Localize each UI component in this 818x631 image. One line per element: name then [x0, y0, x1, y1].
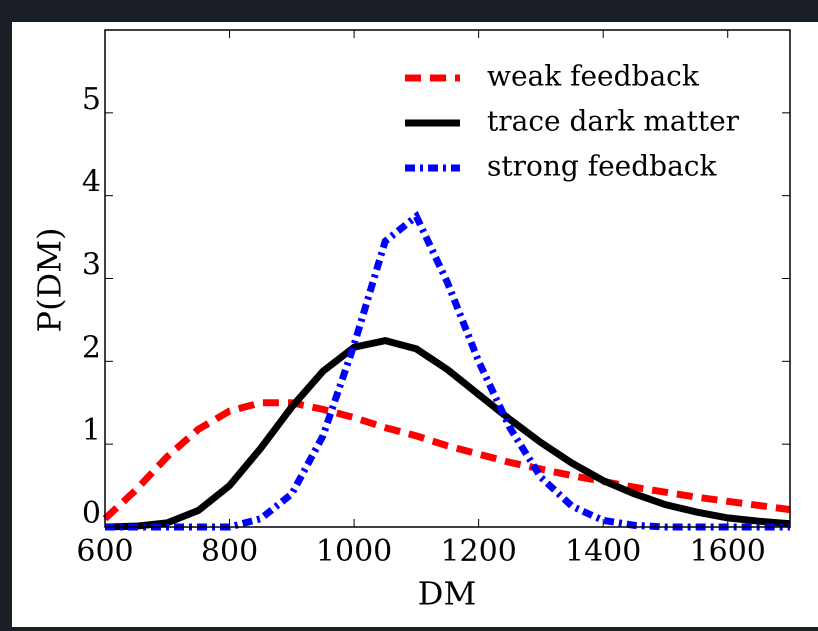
x-tick-label: 600: [76, 534, 133, 569]
data-line: [104, 337, 791, 531]
x-axis-label: DM: [418, 575, 476, 613]
x-tick-label: 800: [201, 534, 258, 569]
y-tick-label: 5: [82, 82, 101, 117]
plot-frame: [104, 29, 791, 528]
x-tick-label: 1200: [440, 534, 516, 569]
data-line: [102, 399, 791, 522]
y-tick-label: 1: [82, 413, 101, 448]
y-tick-label: 0: [82, 496, 101, 531]
y-tick-label: 4: [82, 165, 101, 200]
x-tick-label: 1000: [316, 534, 392, 569]
y-tick-label: 2: [82, 330, 101, 365]
legend-label: strong feedback: [487, 150, 717, 183]
legend-label: weak feedback: [487, 60, 700, 93]
y-tick-label: 3: [82, 248, 101, 283]
legend-label: trace dark matter: [487, 105, 740, 138]
x-tick-label: 1600: [690, 534, 766, 569]
x-tick-label: 1400: [565, 534, 641, 569]
y-axis-label: P(DM): [31, 228, 69, 333]
